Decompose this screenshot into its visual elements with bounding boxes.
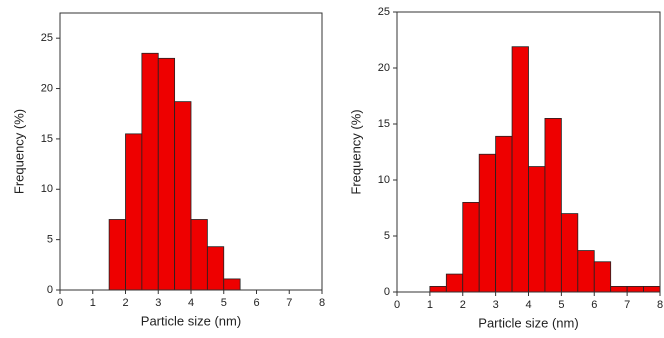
x-tick-label: 7: [624, 299, 630, 311]
y-tick-label: 0: [384, 286, 390, 298]
bar: [141, 52, 159, 291]
y-axis-label: Frequency (%): [11, 109, 26, 194]
bar: [157, 57, 176, 291]
x-tick-label: 6: [591, 299, 597, 311]
bar: [206, 246, 225, 291]
y-axis-label: Frequency (%): [348, 109, 363, 194]
bar: [190, 219, 208, 291]
x-tick-label: 2: [122, 297, 128, 309]
bar: [174, 101, 192, 291]
x-tick-label: 5: [221, 297, 227, 309]
bar: [511, 46, 529, 293]
x-tick-label: 3: [155, 297, 161, 309]
bar: [462, 201, 480, 293]
x-axis-label: Particle size (nm): [141, 313, 241, 328]
x-tick-label: 1: [90, 297, 96, 309]
x-tick-label: 6: [253, 297, 259, 309]
x-tick-label: 0: [394, 299, 400, 311]
y-tick-label: 15: [41, 133, 53, 145]
y-tick-label: 20: [41, 82, 53, 94]
y-tick-label: 5: [47, 234, 53, 246]
x-axis-label: Particle size (nm): [478, 315, 578, 330]
x-tick-label: 8: [657, 299, 663, 311]
bar: [429, 285, 447, 293]
bar: [610, 285, 628, 293]
x-tick-label: 4: [188, 297, 194, 309]
y-tick-label: 25: [378, 6, 390, 18]
x-tick-label: 7: [286, 297, 292, 309]
x-tick-label: 0: [57, 297, 63, 309]
bar: [560, 213, 579, 293]
y-tick-label: 10: [41, 183, 53, 195]
x-tick-label: 1: [427, 299, 433, 311]
bar: [544, 118, 562, 293]
y-tick-label: 20: [378, 62, 390, 74]
bar: [223, 278, 241, 291]
bar: [108, 219, 126, 291]
bar: [478, 153, 497, 293]
bar: [593, 261, 612, 293]
y-tick-label: 25: [41, 32, 53, 44]
bar: [125, 133, 143, 291]
bar: [643, 285, 661, 293]
x-tick-label: 2: [460, 299, 466, 311]
y-tick-label: 0: [47, 284, 53, 296]
bar: [626, 285, 644, 293]
x-tick-label: 4: [525, 299, 531, 311]
y-tick-label: 10: [378, 174, 390, 186]
bar: [495, 135, 513, 293]
y-tick-label: 5: [384, 230, 390, 242]
bar: [577, 250, 595, 293]
x-tick-label: 3: [493, 299, 499, 311]
bar: [445, 273, 464, 293]
bar: [528, 166, 546, 293]
x-tick-label: 5: [558, 299, 564, 311]
x-tick-label: 8: [319, 297, 325, 309]
y-tick-label: 15: [378, 118, 390, 130]
